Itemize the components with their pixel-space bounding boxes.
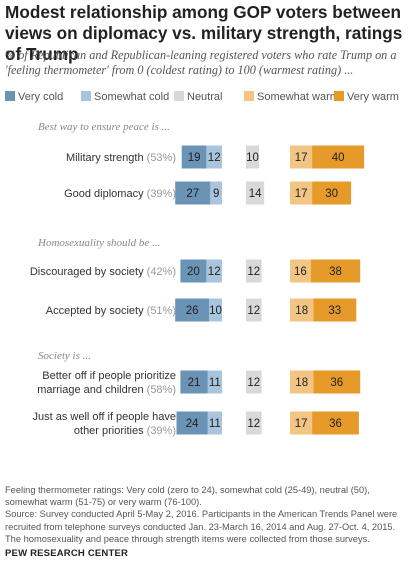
legend-item-very-warm: Very warm	[334, 90, 399, 104]
bar-very-warm-just-as-well-off-if-people-have-other-priorities	[312, 411, 359, 435]
legend-label: Neutral	[187, 91, 223, 103]
data-label-somewhat-cold: 11	[209, 377, 221, 389]
row-label-better-off-if-people-prioritize-marriage-and-children: Better off if people prioritize	[42, 370, 176, 382]
row-label-military-strength: Military strength (53%)	[66, 152, 176, 164]
row-label-good-diplomacy: Good diplomacy (39%)	[64, 188, 176, 200]
data-label-very-warm: 36	[329, 418, 342, 430]
bar-somewhat-warm-military-strength	[290, 145, 313, 169]
data-label-somewhat-cold: 12	[208, 266, 221, 278]
bar-very-warm-military-strength	[312, 145, 365, 169]
data-label-somewhat-cold: 9	[213, 188, 219, 200]
legend-swatch	[244, 91, 254, 101]
legend-swatch	[81, 91, 91, 101]
data-label-neutral: 14	[249, 188, 262, 200]
row-label-discouraged-by-society: Discouraged by society (42%)	[30, 266, 176, 278]
data-label-very-cold: 21	[188, 377, 201, 389]
data-label-neutral: 12	[247, 305, 260, 317]
bar-somewhat-cold-good-diplomacy	[210, 181, 222, 205]
data-label-very-cold: 20	[187, 266, 200, 278]
legend-swatch	[174, 91, 184, 101]
data-label-somewhat-cold: 12	[208, 152, 221, 164]
data-label-very-warm: 33	[328, 305, 341, 317]
data-label-very-cold: 19	[188, 152, 201, 164]
data-label-very-warm: 40	[332, 152, 345, 164]
bar-neutral-accepted-by-society	[246, 298, 262, 322]
data-label-somewhat-cold: 10	[209, 305, 222, 317]
bar-very-cold-better-off-if-people-prioritize-marriage-and-children	[180, 370, 208, 394]
chart-title: Modest relationship among GOP voters bet…	[5, 2, 403, 64]
bar-very-cold-good-diplomacy	[175, 181, 211, 205]
bar-very-warm-discouraged-by-society	[310, 259, 361, 283]
data-label-neutral: 12	[247, 377, 260, 389]
group-heading: Society is ...	[38, 350, 91, 362]
bar-neutral-better-off-if-people-prioritize-marriage-and-children	[246, 370, 262, 394]
row-label-just-as-well-off-if-people-have-other-priorities: Just as well off if people have	[33, 411, 177, 423]
bar-neutral-military-strength	[246, 145, 259, 169]
data-label-somewhat-warm: 18	[295, 305, 308, 317]
bar-somewhat-cold-better-off-if-people-prioritize-marriage-and-children	[207, 370, 222, 394]
legend-swatch	[5, 91, 15, 101]
bar-very-warm-accepted-by-society	[313, 298, 357, 322]
diverging-bar-chart: Best way to ensure peace is ... Military …	[30, 121, 365, 437]
legend-label: Somewhat warm	[257, 91, 339, 103]
row-label-better-off-if-people-prioritize-marriage-and-children: marriage and children (58%)	[37, 384, 176, 396]
legend-item-neutral: Neutral	[174, 90, 222, 104]
data-label-very-cold: 27	[186, 188, 199, 200]
data-label-very-warm: 38	[329, 266, 342, 278]
data-label-very-warm: 36	[330, 377, 343, 389]
bar-somewhat-warm-accepted-by-society	[290, 298, 314, 322]
bar-very-cold-accepted-by-society	[175, 298, 209, 322]
legend-item-somewhat-warm: Somewhat warm	[244, 90, 339, 104]
legend-item-very-cold: Very cold	[5, 90, 63, 104]
bar-very-warm-better-off-if-people-prioritize-marriage-and-children	[313, 370, 361, 394]
group-heading: Homosexuality should be ...	[37, 237, 160, 249]
data-label-somewhat-warm: 16	[294, 266, 307, 278]
bar-very-cold-military-strength	[181, 145, 207, 169]
legend-label: Somewhat cold	[94, 91, 170, 103]
bar-very-warm-good-diplomacy	[312, 181, 352, 205]
legend-label: Very cold	[18, 91, 64, 103]
data-label-very-warm: 30	[325, 188, 338, 200]
data-label-very-cold: 24	[186, 418, 199, 430]
bar-neutral-discouraged-by-society	[246, 259, 262, 283]
data-label-somewhat-warm: 17	[295, 418, 308, 430]
bar-somewhat-cold-discouraged-by-society	[206, 259, 222, 283]
bar-very-cold-just-as-well-off-if-people-have-other-priorities	[176, 411, 208, 435]
bar-somewhat-warm-good-diplomacy	[290, 181, 313, 205]
data-label-neutral: 12	[247, 266, 260, 278]
chart-notes: Feeling thermometer ratings: Very cold (…	[5, 485, 398, 544]
bar-somewhat-cold-accepted-by-society	[209, 298, 222, 322]
bar-somewhat-cold-military-strength	[206, 145, 222, 169]
bar-somewhat-cold-just-as-well-off-if-people-have-other-priorities	[207, 411, 222, 435]
legend: Very cold Somewhat cold Neutral Somewhat…	[5, 90, 415, 104]
data-label-neutral: 12	[247, 418, 260, 430]
data-label-somewhat-warm: 17	[295, 152, 308, 164]
bar-somewhat-warm-just-as-well-off-if-people-have-other-priorities	[290, 411, 313, 435]
group-heading: Best way to ensure peace is ...	[38, 121, 170, 133]
legend-label: Very warm	[347, 91, 399, 103]
data-label-very-cold: 26	[186, 305, 199, 317]
bar-somewhat-warm-better-off-if-people-prioritize-marriage-and-children	[290, 370, 314, 394]
legend-item-somewhat-cold: Somewhat cold	[81, 90, 169, 104]
row-label-accepted-by-society: Accepted by society (51%)	[46, 305, 176, 317]
data-label-somewhat-warm: 18	[295, 377, 308, 389]
bar-very-cold-discouraged-by-society	[180, 259, 207, 283]
bar-neutral-good-diplomacy	[246, 181, 265, 205]
chart-subtitle: % of Republican and Republican-leaning r…	[5, 48, 397, 77]
row-label-just-as-well-off-if-people-have-other-priorities: other priorities (39%)	[74, 425, 176, 437]
bar-somewhat-warm-discouraged-by-society	[290, 259, 311, 283]
legend-swatch	[334, 91, 344, 101]
data-label-somewhat-warm: 17	[295, 188, 308, 200]
data-label-somewhat-cold: 11	[209, 418, 221, 430]
source-organization: PEW RESEARCH CENTER	[5, 548, 129, 559]
data-label-neutral: 10	[246, 152, 259, 164]
bar-neutral-just-as-well-off-if-people-have-other-priorities	[246, 411, 262, 435]
